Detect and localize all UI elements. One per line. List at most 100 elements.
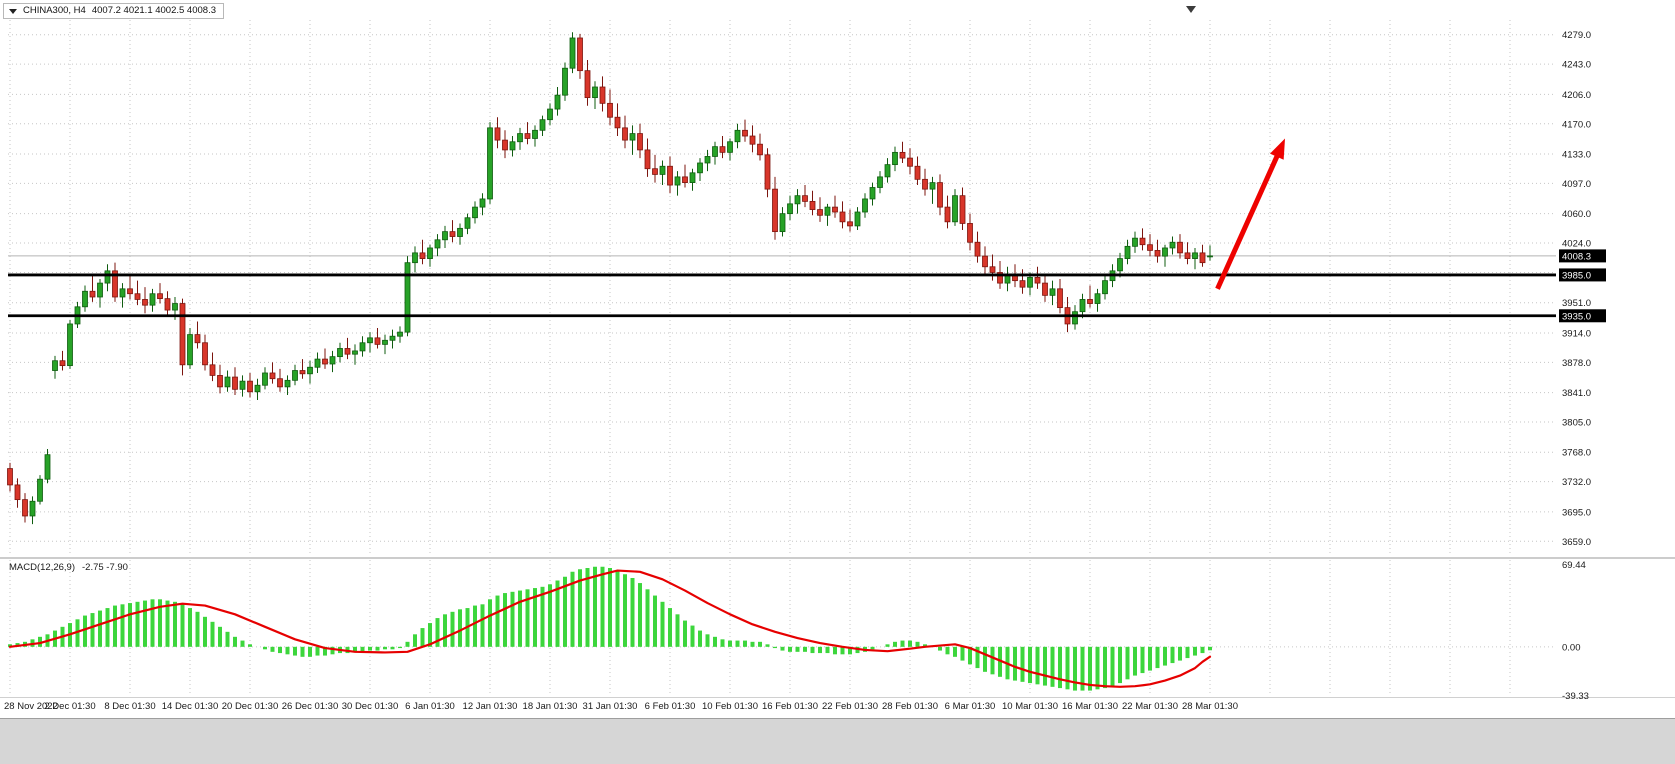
candle-body	[1079, 299, 1086, 313]
candle-body	[97, 282, 103, 298]
candle-body	[577, 37, 583, 72]
macd-values: -2.75 -7.90	[82, 562, 128, 573]
candle-body	[472, 206, 478, 219]
candle-body	[1094, 293, 1101, 304]
candle-body	[652, 168, 658, 175]
candle-body	[52, 360, 58, 371]
candle-body	[1124, 245, 1131, 259]
time-axis-label: 12 Jan 01:30	[463, 701, 518, 712]
candle-body	[1049, 288, 1056, 296]
time-axis-label: 22 Mar 01:30	[1122, 701, 1178, 712]
candle-body	[629, 133, 636, 141]
candle-body	[134, 293, 141, 300]
candle-body	[929, 182, 936, 190]
candle-body	[44, 454, 51, 480]
candle-body	[329, 356, 336, 365]
candle-body	[224, 376, 231, 388]
time-axis-label: 31 Jan 01:30	[583, 701, 638, 712]
time-axis-label: 16 Feb 01:30	[762, 701, 818, 712]
candle-body	[667, 165, 673, 186]
candle-body	[749, 135, 756, 145]
chart-shift-marker-icon[interactable]	[1186, 6, 1196, 13]
price-axis-label: 4024.0	[1562, 239, 1591, 250]
time-axis-label: 6 Mar 01:30	[945, 701, 996, 712]
price-axis-label: 3768.0	[1562, 448, 1591, 459]
candle-body	[104, 270, 111, 284]
candle-body	[899, 151, 906, 159]
candle-body	[89, 290, 96, 298]
price-axis-label: 3659.0	[1562, 537, 1591, 548]
candle-body	[599, 86, 606, 104]
candle-body	[1169, 241, 1176, 249]
candle-body	[637, 133, 643, 151]
price-axis-label: 4133.0	[1562, 150, 1591, 161]
candle-body	[674, 176, 681, 186]
macd-axis-label: -39.33	[1562, 691, 1589, 702]
candle-body	[1132, 237, 1138, 247]
candle-body	[607, 102, 613, 118]
price-axis-label: 3841.0	[1562, 388, 1591, 399]
candles	[7, 32, 1213, 525]
candle-body	[824, 206, 831, 216]
candle-body	[1139, 237, 1146, 246]
candle-body	[877, 176, 883, 188]
time-axis-label: 26 Dec 01:30	[282, 701, 339, 712]
candle-body	[127, 288, 133, 295]
ohlc-values-label: 4007.2 4021.1 4002.5 4008.3	[91, 5, 216, 16]
candle-body	[502, 139, 508, 151]
candle-body	[1162, 247, 1168, 257]
macd-title: MACD(12,26,9)	[9, 562, 75, 573]
candle-body	[284, 379, 291, 388]
candle-body	[622, 127, 628, 141]
candle-body	[644, 149, 651, 170]
candle-body	[1117, 258, 1123, 272]
candle-body	[569, 37, 576, 69]
candle-body	[59, 360, 66, 367]
trend-arrow-object[interactable]	[1215, 138, 1286, 290]
candle-body	[697, 162, 703, 174]
candle-body	[367, 337, 373, 344]
candle-body	[937, 182, 943, 208]
time-axis-label: 2 Dec 01:30	[44, 701, 95, 712]
time-axis-label: 14 Dec 01:30	[162, 701, 219, 712]
time-axis-label: 20 Dec 01:30	[222, 701, 279, 712]
candle-body	[757, 143, 763, 156]
candle-body	[442, 231, 448, 241]
candle-body	[479, 198, 486, 208]
candle-body	[967, 223, 973, 243]
candle-body	[344, 348, 351, 355]
macd-indicator-label: MACD(12,26,9) -2.75 -7.90	[9, 562, 128, 573]
svg-text:3985.0: 3985.0	[1562, 270, 1591, 281]
candle-body	[14, 484, 21, 501]
hline-price-tag: 3935.0	[1559, 309, 1606, 323]
candle-body	[239, 380, 246, 390]
candle-body	[164, 298, 171, 311]
candle-body	[217, 375, 223, 388]
candle-body	[892, 151, 898, 166]
candle-body	[689, 172, 696, 183]
candle-body	[157, 293, 163, 300]
price-axis-label: 4206.0	[1562, 90, 1591, 101]
candle-body	[719, 146, 726, 153]
symbol-info-box[interactable]: CHINA300, H4 4007.2 4021.1 4002.5 4008.3	[3, 3, 224, 19]
price-axis-label: 3732.0	[1562, 477, 1591, 488]
candle-body	[712, 146, 718, 157]
candle-body	[997, 272, 1003, 284]
candle-body	[682, 176, 688, 183]
candle-body	[734, 129, 741, 143]
candle-body	[232, 376, 238, 390]
candle-body	[314, 358, 321, 368]
symbol-timeframe-label: CHINA300, H4	[23, 5, 86, 16]
candle-body	[187, 334, 193, 366]
candle-body	[794, 195, 801, 205]
candle-body	[7, 468, 13, 486]
price-axis-label: 3914.0	[1562, 328, 1591, 339]
candle-body	[434, 239, 441, 249]
candle-body	[247, 380, 253, 393]
candle-body	[509, 141, 516, 151]
time-axis-label: 30 Dec 01:30	[342, 701, 399, 712]
candle-body	[374, 337, 381, 345]
price-axis-label: 4060.0	[1562, 209, 1591, 220]
symbol-dropdown-icon[interactable]	[9, 8, 17, 14]
